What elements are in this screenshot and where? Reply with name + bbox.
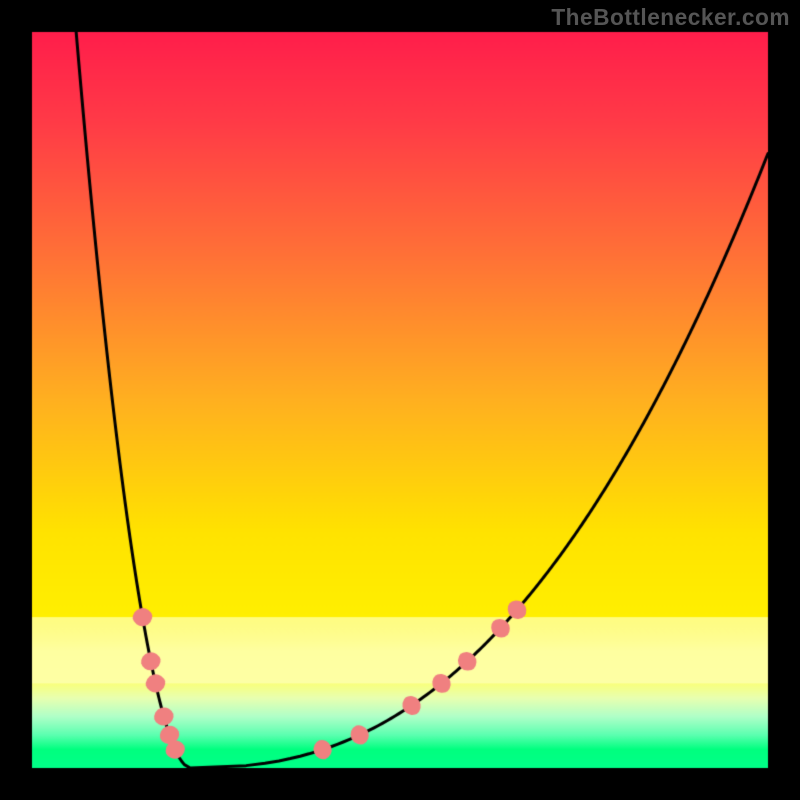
bottleneck-curve-chart [0, 0, 800, 800]
watermark-text: TheBottlenecker.com [551, 4, 790, 31]
chart-stage: TheBottlenecker.com [0, 0, 800, 800]
